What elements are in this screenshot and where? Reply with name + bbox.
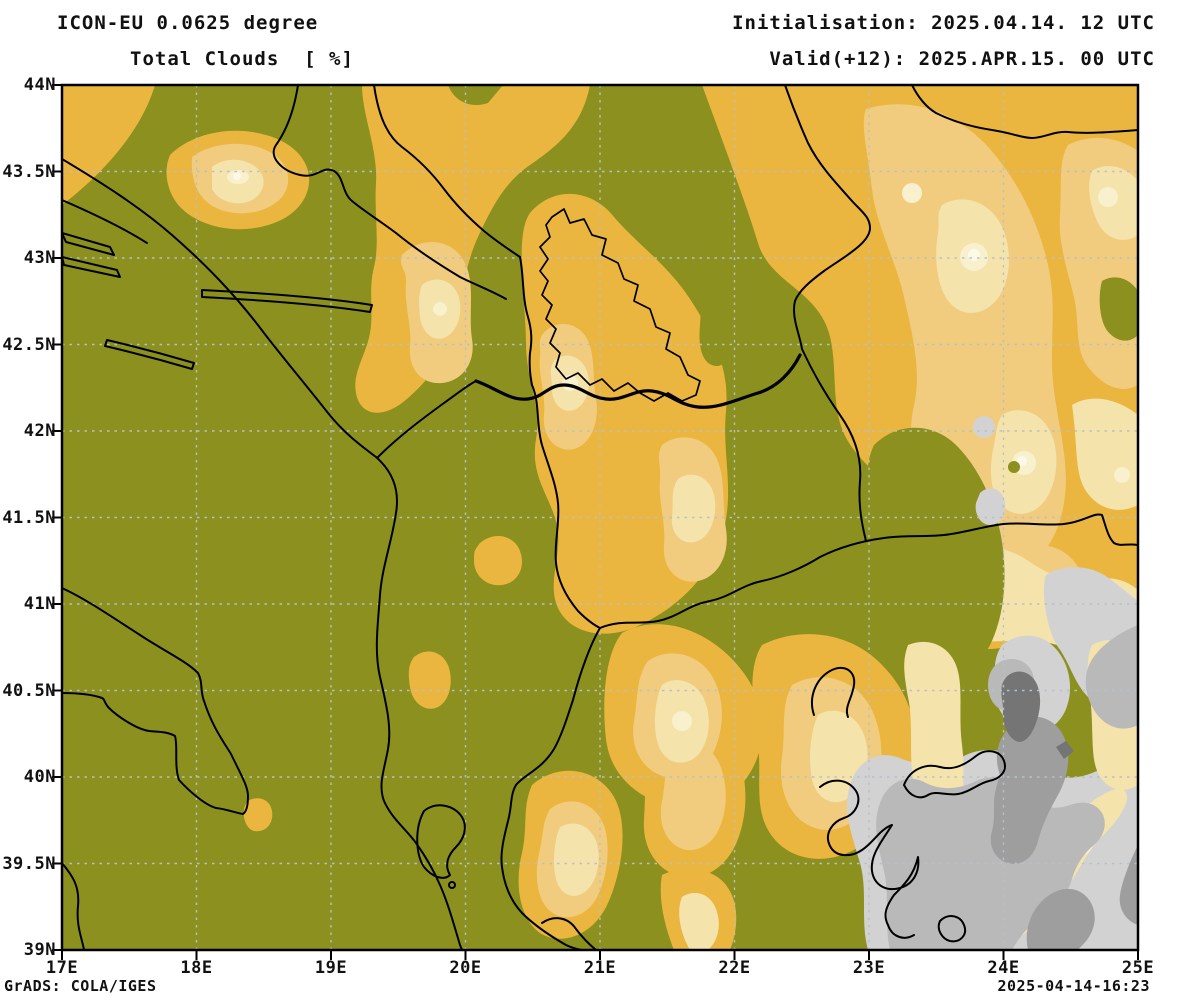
lon-tick-label: 23E [852,958,886,978]
valid-time-label: Valid(+12): 2025.APR.15. 00 UTC [769,48,1155,70]
country-borders [62,85,1138,950]
weather-map [52,83,1140,960]
product-title: Total Clouds [ %] [130,48,354,70]
lat-tick-label: 39N [23,940,56,960]
creation-timestamp: 2025-04-14-16:23 [997,977,1150,995]
model-title: ICON-EU 0.0625 degree [57,12,319,34]
lon-tick-label: 20E [449,958,482,978]
lat-tick-label: 44N [23,75,56,95]
lon-tick-label: 25E [1121,958,1155,978]
lat-tick-label: 42.5N [2,334,56,355]
lat-tick-label: 43N [23,248,56,268]
lat-tick-label: 41N [23,594,56,614]
init-time-label: Initialisation: 2025.04.14. 12 UTC [732,12,1155,34]
lat-tick-label: 43.5N [2,161,56,182]
map-frame [60,83,1140,952]
lon-tick-label: 21E [583,958,617,978]
lon-tick-label: 19E [314,958,348,978]
lon-tick-label: 18E [180,958,213,978]
lat-tick-label: 40.5N [2,680,56,701]
lat-tick-label: 40N [23,767,56,787]
grads-credit: GrADS: COLA/IGES [4,977,157,995]
lat-tick-label: 41.5N [2,507,56,528]
lon-tick-label: 17E [45,958,79,978]
axis-ticks [52,84,1139,960]
lon-tick-label: 24E [987,958,1020,978]
lon-tick-label: 22E [718,958,751,978]
lat-tick-label: 42N [23,421,56,441]
lat-tick-label: 39.5N [2,853,56,874]
